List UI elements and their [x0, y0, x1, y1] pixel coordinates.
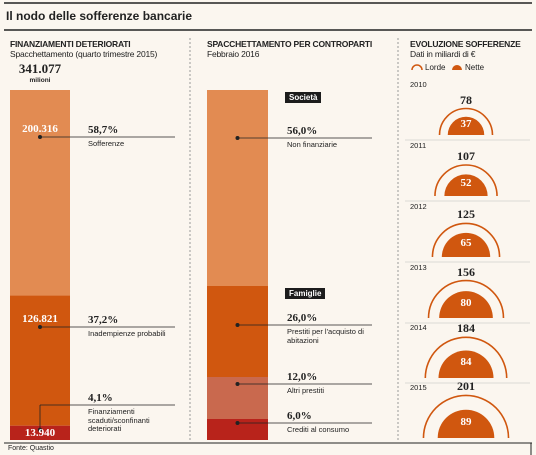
year-label: 2010 [410, 80, 427, 89]
year-label: 2014 [410, 323, 427, 332]
legend-label: Nette [465, 63, 485, 72]
category-label: Altri prestiti [287, 386, 325, 395]
gross-label: 156 [457, 264, 475, 279]
percent-label: 26,0% [287, 312, 318, 324]
year-label: 2011 [410, 141, 427, 150]
panel-subtitle: Spacchettamento (quarto trimestre 2015) [10, 49, 158, 59]
title: Il nodo delle sofferenze bancarie [6, 9, 193, 23]
bar-segment [10, 90, 70, 296]
value-label: 126.821 [22, 313, 58, 325]
panel-title: SPACCHETTAMENTO PER CONTROPARTI [207, 39, 373, 49]
percent-label: 56,0% [287, 125, 318, 137]
total-label: 341.077 [18, 61, 62, 76]
category-label: Non finanziarie [287, 140, 338, 149]
net-semicircle [444, 174, 488, 196]
gross-label: 184 [457, 321, 475, 336]
group-tag: Società [285, 92, 322, 104]
bar-segment [10, 425, 70, 440]
group-tag: Famiglie [285, 288, 326, 300]
year-label: 2012 [410, 202, 427, 211]
percent-label: 12,0% [287, 371, 318, 383]
value-label: 13.940 [24, 426, 56, 439]
legend-label: Lorde [425, 63, 446, 72]
legend-icon [411, 64, 423, 71]
net-semicircle [437, 409, 495, 438]
leader-dot [235, 136, 240, 140]
net-semicircle [438, 350, 494, 378]
net-semicircle [439, 291, 493, 318]
leader-dot [38, 135, 42, 139]
net-label: 84 [460, 356, 472, 369]
panel-subtitle: Febbraio 2016 [207, 49, 260, 59]
panel-title: FINANZIAMENTI DETERIORATI [10, 39, 131, 49]
bar-segment [207, 419, 268, 440]
category-label: Sofferenze [88, 139, 125, 148]
leader-dot [235, 323, 240, 327]
gross-label: 107 [457, 148, 475, 163]
net-label: 80 [460, 296, 472, 309]
gross-arc [427, 279, 505, 319]
gross-label: 201 [457, 379, 475, 394]
category-label: Inadempienze probabili [88, 329, 166, 338]
net-label: 65 [460, 236, 472, 249]
year-label: 2013 [410, 263, 427, 272]
gross-label: 78 [460, 92, 472, 107]
bar-segment [207, 286, 268, 377]
bar-segment [10, 295, 70, 426]
gross-arc [424, 336, 508, 379]
category-label: Finanziamenti scaduti/sconfinanti deteri… [88, 407, 150, 434]
gross-arc [434, 164, 498, 197]
percent-label: 37,2% [88, 314, 119, 326]
net-label: 89 [460, 415, 472, 428]
leader-dot [235, 382, 240, 386]
percent-label: 58,7% [88, 124, 119, 136]
net-label: 52 [460, 177, 472, 190]
value-label: 200.316 [22, 123, 58, 135]
gross-arc [422, 394, 510, 439]
net-semicircle [441, 232, 491, 257]
leader-dot [38, 325, 42, 329]
leader-dot [38, 427, 42, 432]
net-label: 37 [460, 117, 472, 130]
total-unit: milioni [29, 77, 51, 84]
bar-segment [207, 90, 268, 286]
leader-dot [235, 421, 240, 425]
percent-label: 6,0% [287, 410, 312, 422]
gross-arc [431, 222, 501, 258]
category-label: Prestiti per l'acquisto di abitazioni [287, 327, 364, 345]
net-semicircle [447, 116, 485, 135]
gross-label: 125 [457, 207, 475, 222]
category-label: Crediti al consumo [287, 425, 350, 434]
gross-arc [438, 107, 494, 136]
legend-icon [452, 65, 462, 70]
panel-subtitle: Dati in miliardi di € [410, 49, 476, 59]
percent-label: 4,1% [88, 392, 113, 404]
year-label: 2015 [410, 383, 427, 392]
panel-title: EVOLUZIONE SOFFERENZE [410, 39, 521, 49]
source: Fonte: Quastio [8, 445, 54, 452]
